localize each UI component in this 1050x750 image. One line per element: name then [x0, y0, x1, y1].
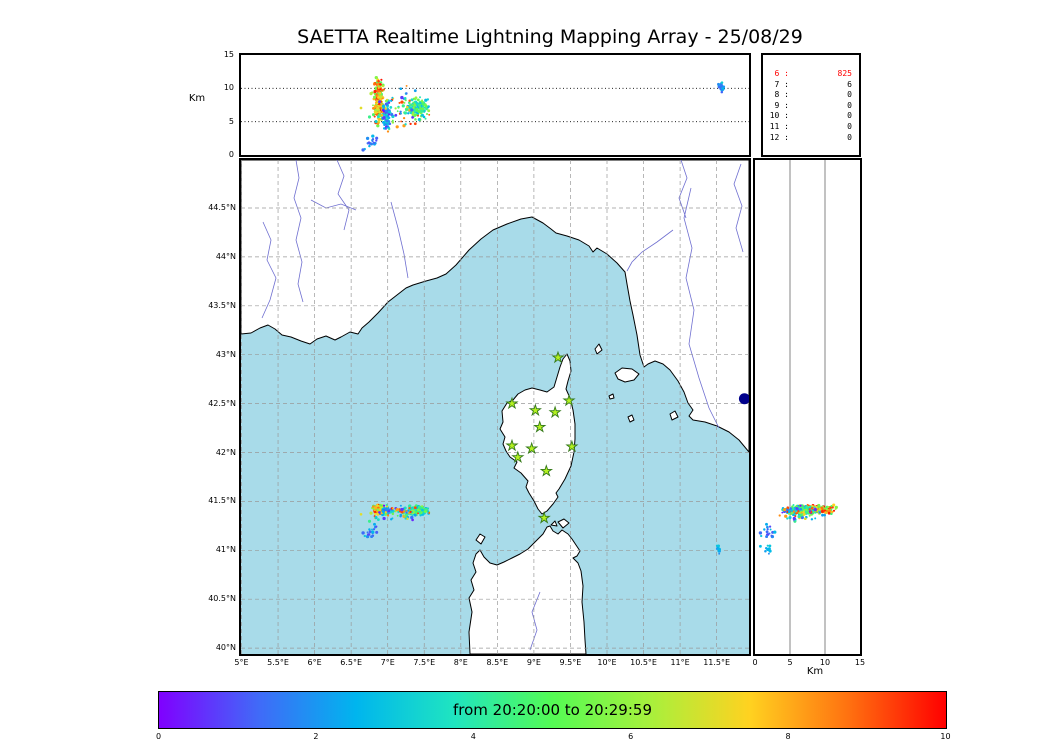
map-lon-tick: 8.5°E [486, 658, 509, 667]
altitude-ytick: 0 [228, 150, 234, 159]
station-count-row: 10 :0 [769, 111, 852, 121]
station-count-row: 11 :0 [769, 121, 852, 131]
altitude-longitude-panel [239, 53, 751, 157]
map-plot [241, 160, 749, 654]
map-lon-tick: 7°E [380, 658, 395, 667]
map-lat-tick: 43°N [215, 349, 236, 359]
coastline-sardinia [468, 525, 587, 654]
map-lon-tick: 10°E [597, 658, 617, 667]
map-lat-tick: 41.5°N [208, 496, 236, 506]
map-lon-tick: 9.5°E [559, 658, 582, 667]
colorbar-tick: 8 [785, 732, 791, 741]
colorbar-tick: 0 [155, 732, 162, 741]
altitude-latitude-plot [758, 160, 838, 654]
colorbar-tick: 6 [628, 732, 634, 741]
altitude-longitude-plot [241, 75, 749, 152]
map-lon-tick: 5°E [234, 658, 249, 667]
map-lat-tick: 42.5°N [208, 398, 236, 408]
altitude-ytick: 10 [223, 83, 234, 93]
station-count-row: 9 :0 [774, 100, 852, 110]
map-lat-tick: 42°N [215, 447, 236, 457]
coastline-mainland [241, 160, 749, 453]
map-lat-tick: 44°N [215, 251, 236, 261]
altitude-xtick: 0 [752, 658, 758, 667]
large-event-marker [738, 393, 749, 405]
map-lat-tick: 41°N [215, 545, 236, 555]
altitude-ytick: 5 [228, 116, 234, 126]
time-colorbar: from 20:20:00 to 20:29:59 [158, 691, 947, 729]
station-count-row: 6 :825 [774, 69, 852, 78]
coastline-small-islands [475, 343, 679, 545]
coastlines [241, 160, 749, 654]
altitude-axis-label-bottom: Km [806, 666, 824, 677]
map-lon-tick: 10.5°E [630, 658, 657, 667]
map-panel [239, 158, 751, 656]
colorbar-tick: 4 [470, 732, 476, 741]
altitude-axis-label: Km [188, 93, 206, 104]
altitude-xtick: 10 [819, 658, 831, 667]
map-lon-tick: 11°E [670, 658, 690, 667]
map-gridlines [241, 160, 749, 654]
station-count-row: 8 :0 [774, 90, 852, 100]
figure-title: SAETTA Realtime Lightning Mapping Array … [297, 26, 803, 48]
lightning-points-altitude-longitude [359, 75, 726, 152]
map-lon-tick: 9°E [526, 658, 541, 667]
altitude-xtick: 5 [787, 658, 793, 667]
map-lon-tick: 5.5°E [267, 658, 289, 667]
map-lon-tick: 6.5°E [340, 658, 363, 667]
colorbar-label: from 20:20:00 to 20:29:59 [452, 701, 652, 719]
map-lon-tick: 11.5°E [703, 658, 731, 667]
rivers [261, 160, 744, 651]
map-lat-tick: 40°N [215, 643, 236, 653]
map-lat-tick: 43.5°N [208, 300, 236, 310]
map-lon-tick: 8°E [453, 658, 468, 667]
map-lat-tick: 40.5°N [208, 594, 236, 604]
map-lon-tick: 6°E [307, 658, 322, 667]
altitude-ytick: 15 [223, 50, 234, 59]
altitude-gridlines-vertical [789, 160, 826, 654]
altitude-latitude-panel [753, 158, 862, 656]
map-lat-tick: 44.5°N [208, 203, 236, 212]
colorbar-tick: 10 [940, 732, 951, 741]
colorbar-tick: 2 [313, 732, 319, 741]
lightning-points-map [359, 393, 749, 555]
station-count-row: 12 :0 [769, 132, 852, 142]
station-stars [505, 350, 579, 524]
station-count-row: 7 :6 [774, 79, 852, 89]
altitude-gridlines [241, 87, 749, 123]
altitude-xtick: 15 [854, 658, 866, 667]
lightning-points-altitude-latitude [758, 503, 838, 555]
coastline-corsica [499, 353, 576, 515]
map-lon-tick: 7.5°E [413, 658, 436, 667]
